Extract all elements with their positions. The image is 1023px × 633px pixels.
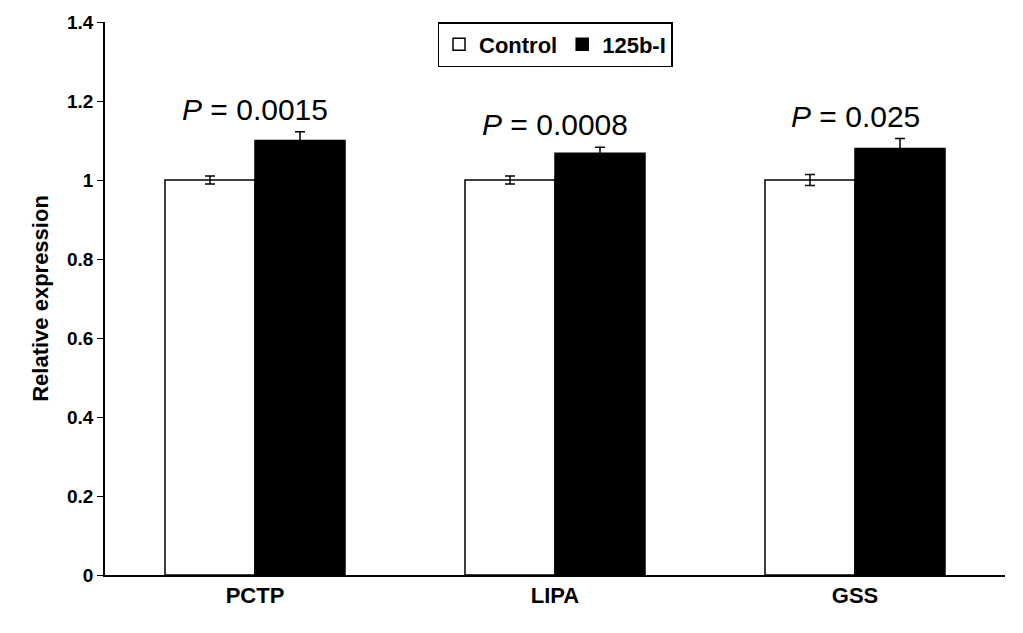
svg-text:Relative expression: Relative expression [28,195,53,402]
svg-text:125b-I: 125b-I [602,33,666,58]
svg-text:PCTP: PCTP [226,583,285,608]
svg-text:1.2: 1.2 [67,91,93,112]
svg-text:P = 0.025: P = 0.025 [791,100,920,133]
svg-text:LIPA: LIPA [531,583,580,608]
svg-text:P = 0.0015: P = 0.0015 [182,93,328,126]
svg-text:0.4: 0.4 [67,407,94,428]
svg-text:0.2: 0.2 [67,486,93,507]
svg-text:0: 0 [83,565,94,586]
svg-text:P = 0.0008: P = 0.0008 [482,108,628,141]
svg-text:1.4: 1.4 [67,12,94,33]
svg-text:0.8: 0.8 [67,249,93,270]
svg-text:Control: Control [479,33,557,58]
svg-text:1: 1 [83,170,94,191]
svg-text:0.6: 0.6 [67,328,93,349]
svg-text:GSS: GSS [832,583,878,608]
